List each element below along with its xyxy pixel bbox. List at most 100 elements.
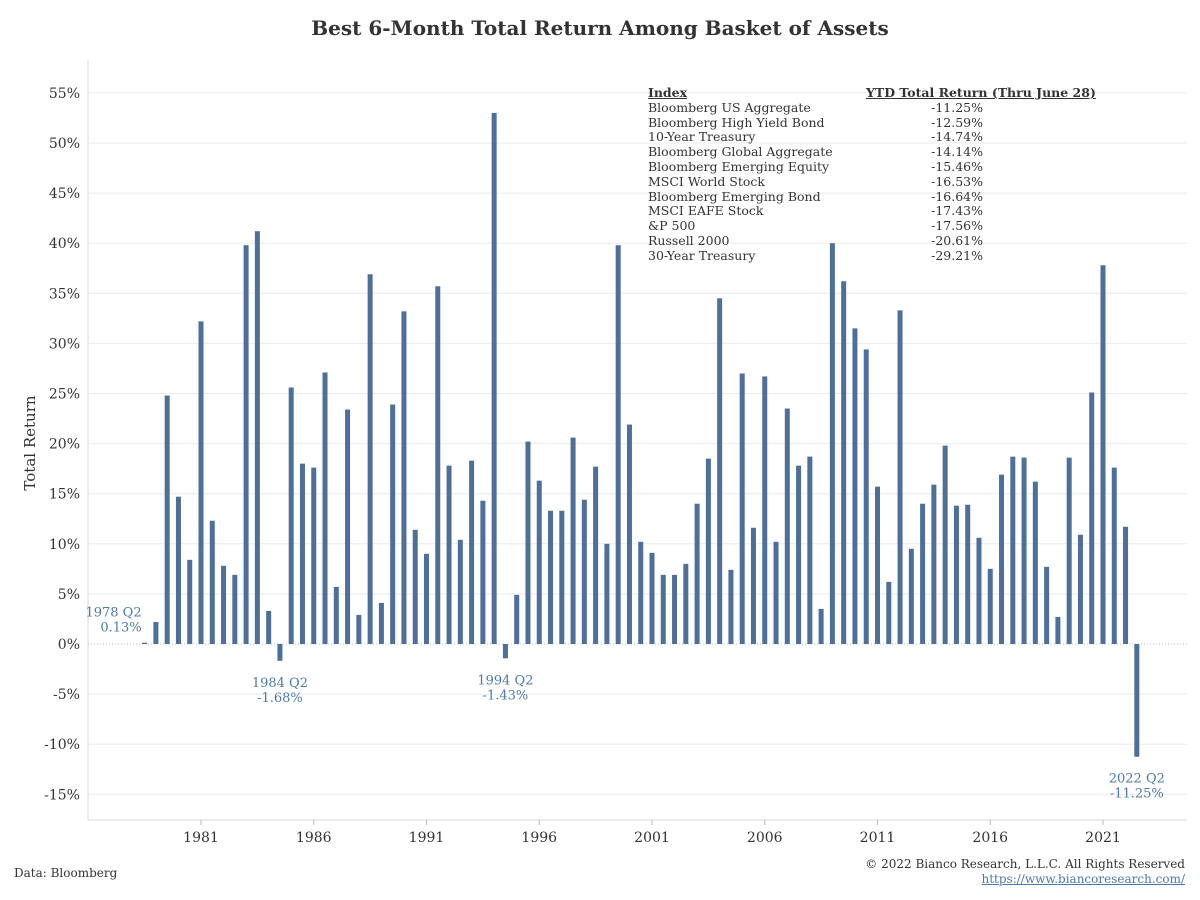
data-source: Data: Bloomberg xyxy=(14,866,118,880)
bar xyxy=(221,565,227,644)
legend-row: Bloomberg High Yield Bond -12.59% xyxy=(648,114,1106,131)
legend-index-value: -29.21% xyxy=(931,247,983,263)
legend-index-value: -16.64% xyxy=(931,188,983,204)
legend-row: Russell 2000 -20.61% xyxy=(648,232,1106,249)
x-tick-labels: 1981 1986 1991 1996 2001 2006 2011 2016 2021 xyxy=(183,820,1121,846)
legend-row: 10-Year Treasury -14.74% xyxy=(648,130,1106,145)
bar xyxy=(457,539,463,644)
y-tick-label: 55% xyxy=(49,86,80,102)
bar xyxy=(1044,566,1050,644)
bar xyxy=(446,465,452,644)
legend-index-value: -14.14% xyxy=(931,144,983,160)
y-tick-label: 45% xyxy=(49,186,80,202)
bar xyxy=(536,480,542,644)
bar xyxy=(548,510,554,644)
bar xyxy=(164,395,170,644)
annotations: 1978 Q20.13% 1984 Q2-1.68% 1994 Q2-1.43% 20… xyxy=(85,606,1164,802)
legend-row: Bloomberg Global Aggregate -14.14% xyxy=(648,144,1106,160)
bar xyxy=(491,112,497,644)
x-tick-label: 2021 xyxy=(1085,830,1121,846)
y-tick-label: 5% xyxy=(58,587,80,603)
y-tick-label: 10% xyxy=(49,537,80,553)
bar xyxy=(322,372,328,644)
legend-row: MSCI World Stock -16.53% xyxy=(648,174,1106,190)
legend-header-index: Index xyxy=(648,85,688,100)
x-tick-label: 2016 xyxy=(972,830,1008,846)
bar xyxy=(920,503,926,644)
bar xyxy=(841,281,847,644)
bar xyxy=(1055,616,1061,644)
legend-index-value: -20.61% xyxy=(931,232,983,248)
bar xyxy=(480,500,486,644)
bar xyxy=(784,408,790,644)
bar xyxy=(886,581,892,644)
legend-index-name: Russell 2000 xyxy=(648,232,730,248)
annotation-value: -1.43% xyxy=(483,688,529,703)
legend-row: Bloomberg US Aggregate -11.25% xyxy=(648,99,1106,116)
bar xyxy=(345,409,351,644)
index-legend-table: Index YTD Total Return (Thru June 28) Bl… xyxy=(648,85,1106,264)
legend-rows: Bloomberg US Aggregate -11.25% Bloomberg H… xyxy=(648,99,1106,264)
x-tick-label: 1991 xyxy=(409,830,445,846)
y-tick-label: 25% xyxy=(49,387,80,403)
bar xyxy=(908,548,914,644)
footer-credits: © 2022 Bianco Research, L.L.C. All Right… xyxy=(865,857,1185,887)
bar xyxy=(243,245,249,645)
bar xyxy=(209,520,215,644)
legend-index-value: -11.25% xyxy=(931,99,983,115)
bar xyxy=(390,404,396,644)
bar xyxy=(638,541,644,644)
bar xyxy=(1123,526,1129,644)
annotation-label: 2022 Q2 xyxy=(1109,772,1165,787)
y-tick-labels: 55% 50% 45% 40% 35% 30% 25% 20% 15% 10% 5% 0% -5% -10… xyxy=(44,86,80,803)
legend-index-value: -12.59% xyxy=(931,114,983,130)
bar xyxy=(502,644,508,659)
bar xyxy=(762,376,768,644)
bar xyxy=(356,614,362,644)
y-tick-label: 35% xyxy=(49,286,80,302)
y-tick-label: 40% xyxy=(49,236,80,252)
bar xyxy=(615,245,621,645)
bar xyxy=(796,465,802,644)
y-tick-label: -15% xyxy=(44,787,80,803)
bar xyxy=(649,552,655,644)
x-tick-label: 2006 xyxy=(747,830,783,846)
legend-row: Bloomberg Emerging Bond -16.64% xyxy=(648,188,1106,205)
bar xyxy=(266,610,272,644)
annotation-label: 1984 Q2 xyxy=(252,676,308,691)
bar xyxy=(773,541,779,644)
bar xyxy=(1032,481,1038,644)
bar xyxy=(367,274,373,644)
bar xyxy=(412,529,418,644)
bar xyxy=(288,387,294,644)
bar xyxy=(333,586,339,644)
annotation-label: 1994 Q2 xyxy=(477,673,533,688)
bar xyxy=(401,311,407,644)
x-tick-label: 1981 xyxy=(183,830,219,846)
bar xyxy=(514,594,520,644)
bar xyxy=(525,441,531,644)
bar xyxy=(705,458,711,644)
bar xyxy=(660,574,666,644)
y-tick-label: 30% xyxy=(49,336,80,352)
annotation-value: 0.13% xyxy=(100,621,141,636)
bar xyxy=(953,505,959,644)
bar xyxy=(897,310,903,644)
y-tick-label: 50% xyxy=(49,136,80,152)
bar xyxy=(683,563,689,644)
legend-index-value: -15.46% xyxy=(931,158,983,174)
y-tick-label: -10% xyxy=(44,737,80,753)
bar xyxy=(299,463,305,644)
bar xyxy=(999,474,1005,644)
website-link[interactable]: https://www.biancoresearch.com/ xyxy=(981,872,1185,886)
y-tick-label: -5% xyxy=(53,687,80,703)
bar xyxy=(942,445,948,644)
legend-index-name: Bloomberg High Yield Bond xyxy=(648,114,825,130)
bar xyxy=(987,568,993,644)
bar xyxy=(739,373,745,644)
bar xyxy=(581,499,587,644)
bar xyxy=(875,486,880,644)
annotation-value: -1.68% xyxy=(257,691,303,706)
bar xyxy=(694,503,700,644)
